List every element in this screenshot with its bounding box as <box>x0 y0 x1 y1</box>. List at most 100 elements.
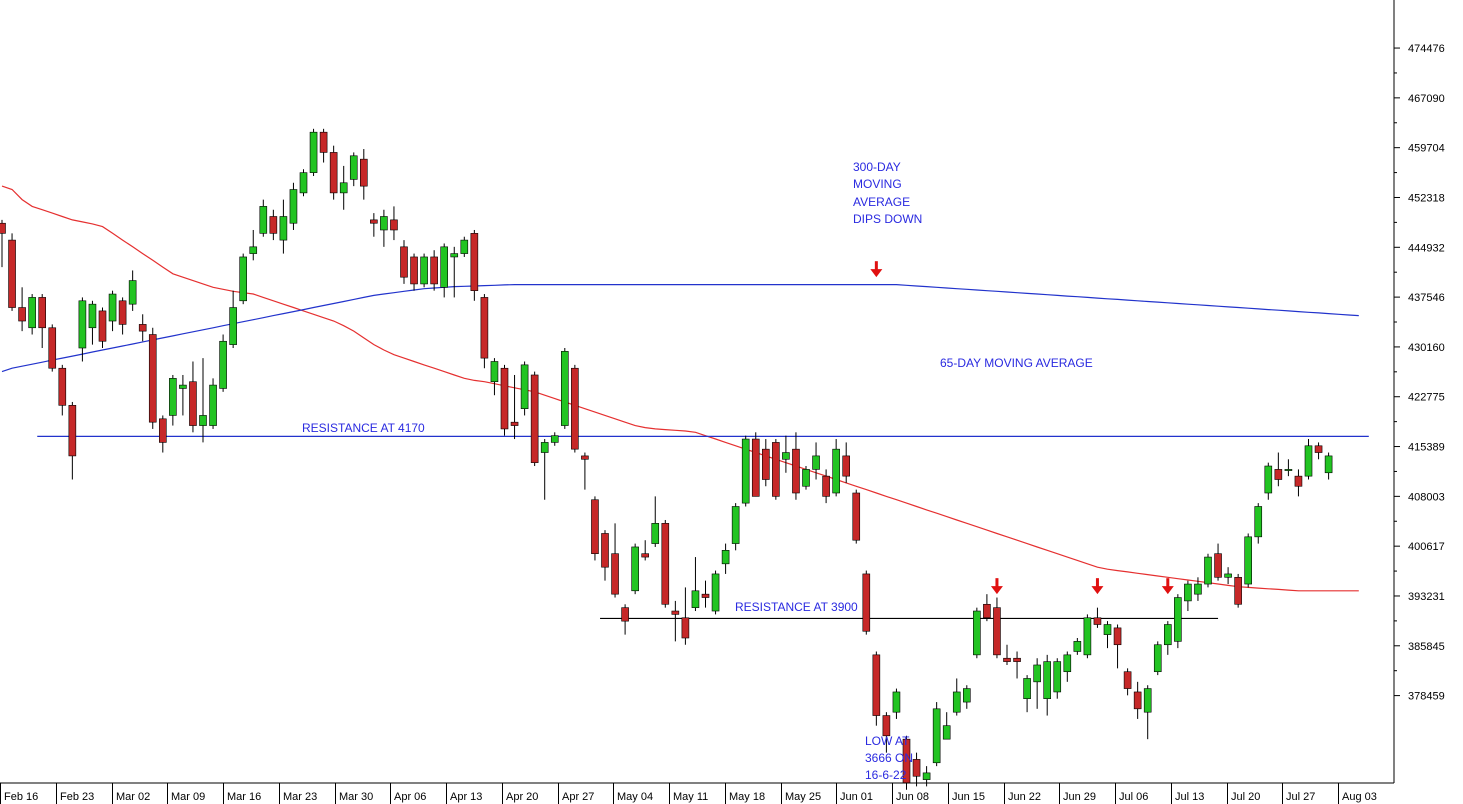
candle-body-down <box>159 418 167 443</box>
candle-body-down <box>1214 553 1222 578</box>
candle <box>38 294 47 348</box>
annotation-ma65: 65-DAY MOVING AVERAGE <box>940 356 1093 370</box>
candle <box>1063 651 1072 682</box>
candle-body-up <box>520 364 529 409</box>
candle-body-up <box>1164 624 1172 646</box>
candle-body-down <box>882 715 891 737</box>
candle-body-down <box>1123 671 1132 689</box>
y-tick-label: 385845 <box>1408 641 1445 653</box>
candle-body-down <box>842 455 851 477</box>
candle-body-down <box>822 475 830 497</box>
candle-body-up <box>440 246 449 288</box>
x-tick-label: Jun 22 <box>1008 791 1041 803</box>
candle <box>530 371 539 467</box>
candle <box>1224 567 1232 585</box>
candle-body-up <box>1254 506 1263 538</box>
candle <box>772 439 780 500</box>
arrow-shaft <box>995 578 999 588</box>
annotations: 300-DAY MOVING AVERAGE DIPS DOWN 65-DAY … <box>302 160 1093 782</box>
candle-body-up <box>1204 556 1212 585</box>
arrow-head <box>1091 586 1104 595</box>
candle-body-up <box>932 708 941 764</box>
y-tick-label: 378459 <box>1408 691 1445 703</box>
candle-body-up <box>1184 583 1192 602</box>
candle <box>520 361 529 416</box>
candle-body-down <box>148 334 157 423</box>
down-arrow-icon <box>1091 578 1104 595</box>
candle <box>1234 573 1242 608</box>
candle <box>319 128 328 163</box>
candle <box>400 240 408 284</box>
annotation-resistance-4170: RESISTANCE AT 4170 <box>302 421 425 435</box>
candle <box>420 253 428 288</box>
candle <box>1264 462 1273 500</box>
candle <box>1284 459 1293 477</box>
candle <box>782 435 790 473</box>
candle <box>942 712 951 740</box>
candle <box>179 374 187 416</box>
candle <box>952 678 961 716</box>
resistance-lines <box>37 435 1369 620</box>
candle <box>641 540 650 561</box>
candle-body-down <box>1013 657 1021 662</box>
candle-body-up <box>1073 641 1082 652</box>
candle-body-down <box>862 573 871 632</box>
candle-body-up <box>209 384 217 426</box>
candle-body-down <box>581 455 589 460</box>
annotation-resistance-3900: RESISTANCE AT 3900 <box>735 600 858 614</box>
candle-body-down <box>370 219 378 224</box>
candle-body-up <box>1103 624 1112 635</box>
candle-body-down <box>319 131 328 153</box>
moving-average-lines <box>1 185 1359 592</box>
y-tick-label: 422775 <box>1408 392 1445 404</box>
candle <box>279 199 288 254</box>
candle <box>892 688 901 719</box>
y-tick-label: 400617 <box>1408 541 1445 553</box>
candle <box>560 348 569 429</box>
candle-body-up <box>952 691 961 713</box>
candle-body-down <box>329 152 338 194</box>
x-tick-label: Mar 30 <box>339 791 373 803</box>
candle <box>711 570 720 615</box>
down-arrow-icon <box>870 261 883 278</box>
candle <box>591 496 599 561</box>
x-tick-label: Jun 29 <box>1063 791 1096 803</box>
candle <box>802 466 810 490</box>
candle-body-up <box>1023 678 1031 699</box>
candle-body-down <box>601 533 609 568</box>
candle <box>259 199 268 237</box>
candle <box>269 209 278 241</box>
candle <box>1033 658 1041 709</box>
annotation-low-line-2: 3666 ON <box>865 751 913 765</box>
candle <box>973 607 981 659</box>
x-tick-label: Apr 20 <box>506 791 538 803</box>
candle <box>500 364 509 436</box>
candle-body-down <box>118 300 127 325</box>
candle-body-up <box>711 573 720 612</box>
arrow-shaft <box>1095 578 1099 588</box>
candle-body-up <box>339 182 348 194</box>
candle-body-down <box>410 256 418 285</box>
x-tick-label: Mar 09 <box>171 791 205 803</box>
annotation-ma300-line-3: AVERAGE <box>853 195 910 209</box>
candle <box>601 530 609 581</box>
y-tick-label: 459704 <box>1408 143 1445 155</box>
candle-body-down <box>792 448 800 494</box>
candle-body-down <box>1093 617 1102 625</box>
y-tick-label: 452318 <box>1408 192 1445 204</box>
candle <box>159 415 167 453</box>
candle-body-up <box>802 469 810 487</box>
candle-body-up <box>1324 455 1333 474</box>
candle <box>1274 452 1283 487</box>
candle-body-down <box>621 607 629 622</box>
candle <box>440 243 449 298</box>
candle-body-down <box>390 219 398 231</box>
candle <box>1294 469 1303 497</box>
annotation-ma300-line-2: MOVING <box>853 177 902 191</box>
candle-body-down <box>751 438 760 497</box>
ma300-line <box>1 284 1359 373</box>
candle-body-down <box>48 327 57 369</box>
candle <box>148 327 157 429</box>
candle-body-down <box>872 654 881 716</box>
candle <box>199 358 207 443</box>
